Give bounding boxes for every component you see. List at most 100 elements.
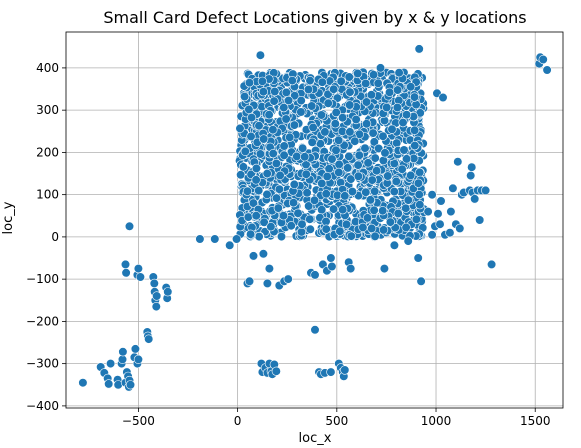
data-point bbox=[330, 119, 340, 129]
data-point bbox=[446, 207, 456, 217]
data-point bbox=[403, 236, 413, 246]
data-point bbox=[467, 162, 477, 172]
data-point bbox=[323, 98, 333, 108]
data-point bbox=[327, 261, 337, 272]
data-point bbox=[438, 92, 448, 103]
data-point bbox=[292, 151, 302, 161]
data-point bbox=[353, 160, 363, 170]
data-point bbox=[370, 231, 380, 241]
data-point bbox=[244, 276, 255, 286]
data-point bbox=[246, 229, 256, 239]
data-point bbox=[361, 187, 371, 197]
data-point bbox=[120, 259, 131, 270]
data-point bbox=[135, 272, 145, 282]
data-point bbox=[317, 77, 327, 87]
data-point bbox=[360, 143, 370, 153]
data-point bbox=[413, 253, 423, 263]
data-point bbox=[367, 175, 377, 185]
data-point bbox=[310, 270, 320, 280]
data-point bbox=[368, 128, 378, 138]
data-point bbox=[329, 84, 339, 94]
data-point bbox=[243, 212, 253, 222]
x-tick-label: 0 bbox=[234, 414, 242, 428]
data-point bbox=[475, 215, 485, 225]
data-point bbox=[338, 113, 348, 123]
data-point bbox=[345, 127, 355, 137]
x-axis-label: loc_x bbox=[299, 431, 332, 446]
data-point bbox=[290, 91, 300, 101]
data-point bbox=[353, 171, 364, 181]
data-point bbox=[433, 209, 443, 219]
data-point bbox=[251, 211, 261, 221]
data-points bbox=[78, 44, 552, 392]
data-point bbox=[258, 87, 269, 97]
data-point bbox=[235, 123, 245, 133]
data-point bbox=[133, 354, 143, 365]
data-point bbox=[264, 264, 275, 274]
data-point bbox=[379, 264, 390, 274]
data-point bbox=[285, 132, 295, 142]
y-axis-label: loc_y bbox=[1, 201, 16, 234]
data-point bbox=[262, 189, 272, 199]
data-point bbox=[262, 278, 273, 289]
data-point bbox=[264, 110, 274, 120]
data-point bbox=[255, 149, 266, 159]
data-point bbox=[300, 152, 310, 162]
data-point bbox=[278, 211, 289, 221]
data-point bbox=[338, 205, 348, 215]
data-point bbox=[361, 78, 371, 89]
data-point bbox=[374, 143, 384, 154]
data-point bbox=[362, 119, 372, 129]
data-point bbox=[305, 214, 315, 224]
data-point bbox=[296, 107, 306, 117]
data-point bbox=[151, 302, 161, 312]
data-point bbox=[121, 268, 131, 278]
data-point bbox=[351, 114, 361, 125]
data-point bbox=[304, 201, 314, 211]
data-point bbox=[254, 232, 264, 242]
data-point bbox=[279, 150, 289, 160]
y-tick-label: −100 bbox=[26, 272, 59, 286]
data-point bbox=[346, 231, 356, 241]
data-point bbox=[354, 150, 364, 160]
data-point bbox=[326, 367, 336, 377]
data-point bbox=[225, 240, 235, 250]
data-point bbox=[389, 240, 400, 250]
data-point bbox=[361, 97, 372, 107]
data-point bbox=[423, 207, 433, 217]
data-point bbox=[455, 223, 465, 233]
data-point bbox=[104, 379, 114, 389]
data-point bbox=[385, 87, 395, 97]
data-point bbox=[334, 159, 344, 169]
data-point bbox=[402, 110, 412, 120]
data-point bbox=[538, 54, 548, 65]
x-tick-label: 1500 bbox=[520, 414, 551, 428]
data-point bbox=[310, 325, 320, 335]
data-point bbox=[276, 232, 287, 242]
data-point bbox=[259, 217, 269, 227]
data-point bbox=[268, 149, 278, 159]
data-point bbox=[366, 90, 377, 100]
data-point bbox=[125, 380, 136, 390]
data-point bbox=[327, 154, 337, 164]
data-point bbox=[232, 234, 242, 244]
data-point bbox=[435, 219, 445, 229]
data-point bbox=[358, 222, 368, 232]
data-point bbox=[406, 82, 416, 92]
data-point bbox=[78, 378, 88, 388]
data-point bbox=[283, 274, 293, 284]
data-point bbox=[387, 124, 397, 134]
data-point bbox=[416, 276, 426, 286]
data-point bbox=[288, 198, 299, 208]
x-tick-label: 500 bbox=[325, 414, 348, 428]
data-point bbox=[258, 249, 269, 259]
data-point bbox=[281, 114, 291, 124]
data-point bbox=[401, 222, 411, 232]
data-point bbox=[382, 102, 392, 113]
data-point bbox=[402, 154, 412, 164]
data-point bbox=[427, 190, 437, 200]
data-point bbox=[378, 206, 388, 216]
x-tick-label: −500 bbox=[122, 414, 155, 428]
data-point bbox=[238, 162, 248, 172]
